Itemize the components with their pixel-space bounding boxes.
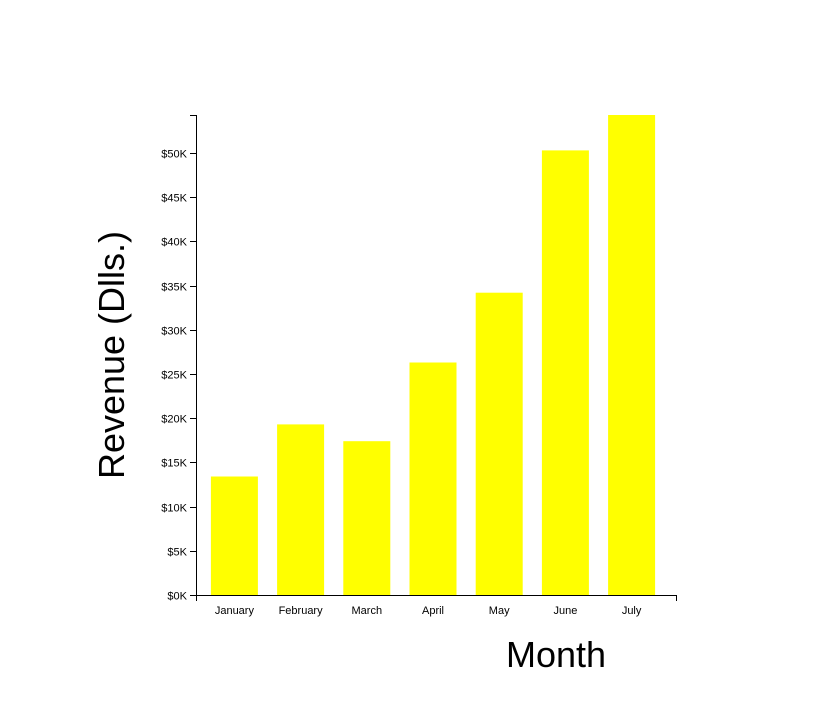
bars-group [210, 115, 656, 595]
y-axis: $0K $5K $10K $15K $20K $25K $30K $35K $40K $45K $5… [161, 115, 197, 603]
bar-march [343, 441, 391, 595]
x-tick-label: March [352, 605, 383, 617]
bar-may [475, 292, 523, 595]
x-tick-label: June [553, 605, 577, 617]
x-tick-label: January [215, 605, 255, 617]
x-axis-title: Month [506, 634, 606, 675]
x-tick-label: May [489, 605, 510, 617]
x-tick-label: April [422, 605, 444, 617]
y-tick-label: $45K [161, 193, 187, 205]
y-tick-label: $20K [161, 414, 187, 426]
bar-april [409, 362, 457, 595]
y-tick-label: $5K [167, 547, 187, 559]
bar-january [210, 476, 258, 595]
bar-july [608, 115, 656, 595]
bar-february [277, 424, 325, 595]
x-tick-label: February [279, 605, 324, 617]
y-tick-label: $30K [161, 326, 187, 338]
y-tick-label: $35K [161, 282, 187, 294]
x-axis: January February March April May June July [196, 595, 677, 617]
x-tick-label: July [622, 605, 642, 617]
y-tick-label: $25K [161, 370, 187, 382]
bar-june [541, 150, 589, 595]
y-tick-label: $0K [167, 591, 187, 603]
y-tick-label: $10K [161, 503, 187, 515]
y-axis-title: Revenue (Dlls.) [91, 231, 132, 479]
y-tick-label: $50K [161, 149, 187, 161]
y-tick-label: $15K [161, 458, 187, 470]
y-tick-label: $40K [161, 237, 187, 249]
